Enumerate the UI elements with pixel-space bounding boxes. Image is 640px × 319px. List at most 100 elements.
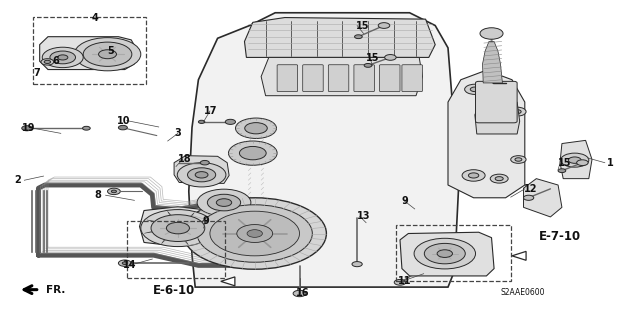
Circle shape	[141, 210, 215, 247]
Circle shape	[244, 122, 268, 134]
Polygon shape	[140, 207, 216, 246]
Text: 12: 12	[524, 184, 537, 194]
Text: 15: 15	[366, 53, 380, 63]
Text: E-6-10: E-6-10	[153, 285, 195, 297]
Circle shape	[188, 168, 216, 182]
Circle shape	[237, 225, 273, 242]
FancyBboxPatch shape	[354, 65, 374, 92]
Circle shape	[378, 23, 390, 28]
Circle shape	[495, 177, 503, 181]
Text: 7: 7	[33, 68, 40, 78]
Text: 5: 5	[108, 46, 115, 56]
Circle shape	[195, 172, 208, 178]
Text: E-7-10: E-7-10	[539, 230, 581, 243]
Text: 4: 4	[92, 12, 98, 23]
Bar	[396, 225, 511, 281]
Circle shape	[352, 262, 362, 267]
Circle shape	[210, 211, 300, 256]
Circle shape	[424, 243, 465, 264]
Circle shape	[41, 59, 54, 65]
Circle shape	[183, 198, 326, 269]
FancyBboxPatch shape	[476, 81, 517, 123]
Polygon shape	[524, 179, 562, 217]
Circle shape	[197, 205, 312, 262]
Bar	[33, 17, 146, 84]
Circle shape	[462, 170, 485, 181]
Polygon shape	[475, 102, 520, 134]
Circle shape	[468, 173, 479, 178]
Circle shape	[239, 146, 266, 160]
Text: 2: 2	[14, 175, 21, 185]
Circle shape	[480, 28, 503, 39]
Text: FR.: FR.	[46, 285, 65, 295]
Polygon shape	[189, 223, 212, 228]
Circle shape	[511, 156, 526, 163]
Circle shape	[561, 153, 589, 167]
Text: 16: 16	[296, 288, 309, 298]
Circle shape	[364, 63, 372, 67]
Polygon shape	[161, 232, 170, 244]
Polygon shape	[261, 57, 422, 96]
Polygon shape	[144, 228, 166, 233]
Circle shape	[166, 222, 189, 234]
Polygon shape	[221, 277, 235, 286]
Circle shape	[207, 194, 241, 211]
Text: 13: 13	[357, 211, 371, 221]
Text: 9: 9	[202, 216, 209, 226]
Polygon shape	[186, 212, 195, 224]
Polygon shape	[400, 232, 494, 276]
Circle shape	[44, 60, 51, 63]
Text: 19: 19	[22, 123, 36, 133]
FancyBboxPatch shape	[380, 65, 400, 92]
FancyBboxPatch shape	[303, 65, 323, 92]
Circle shape	[198, 120, 205, 123]
Circle shape	[111, 190, 116, 193]
Circle shape	[99, 50, 116, 59]
Text: 9: 9	[402, 196, 409, 206]
Circle shape	[515, 158, 522, 161]
Polygon shape	[147, 220, 170, 224]
Circle shape	[200, 160, 209, 165]
Circle shape	[216, 199, 232, 206]
Circle shape	[118, 260, 131, 266]
Text: 1: 1	[607, 158, 614, 168]
Circle shape	[465, 84, 485, 94]
Circle shape	[558, 169, 566, 173]
Polygon shape	[168, 211, 178, 222]
Circle shape	[118, 125, 127, 130]
Polygon shape	[560, 140, 592, 179]
Polygon shape	[512, 251, 526, 260]
Circle shape	[524, 195, 534, 200]
Circle shape	[470, 87, 479, 92]
Text: 15: 15	[356, 20, 369, 31]
Circle shape	[122, 262, 127, 264]
Text: 3: 3	[174, 128, 181, 138]
Circle shape	[568, 157, 581, 163]
FancyBboxPatch shape	[328, 65, 349, 92]
Circle shape	[490, 174, 508, 183]
Circle shape	[385, 55, 396, 60]
Text: 15: 15	[558, 158, 572, 168]
Circle shape	[236, 118, 276, 138]
Circle shape	[83, 42, 132, 66]
Circle shape	[437, 250, 452, 257]
Text: 14: 14	[123, 260, 136, 271]
Text: 6: 6	[52, 56, 60, 66]
Circle shape	[293, 290, 306, 297]
Circle shape	[513, 110, 521, 114]
Circle shape	[50, 51, 76, 64]
Circle shape	[151, 215, 205, 241]
Polygon shape	[448, 70, 525, 198]
Circle shape	[42, 47, 83, 68]
Polygon shape	[178, 234, 188, 245]
Polygon shape	[186, 232, 209, 236]
Circle shape	[228, 141, 277, 165]
FancyBboxPatch shape	[277, 65, 298, 92]
FancyBboxPatch shape	[402, 65, 422, 92]
Polygon shape	[189, 13, 461, 287]
Text: 17: 17	[204, 106, 217, 116]
Circle shape	[414, 238, 476, 269]
Circle shape	[577, 160, 588, 166]
Circle shape	[355, 35, 362, 39]
Circle shape	[83, 126, 90, 130]
